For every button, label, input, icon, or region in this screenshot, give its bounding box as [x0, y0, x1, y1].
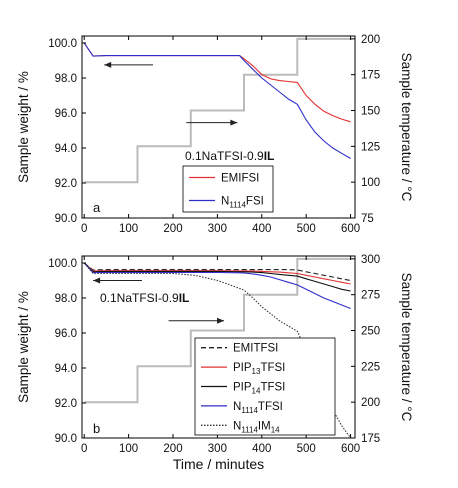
x-tick-label: 600	[341, 443, 360, 455]
legend-entry: N1114IM14	[233, 420, 280, 434]
y-tick-label: 90.0	[55, 433, 77, 445]
x-tick-label: 200	[163, 443, 182, 455]
x-tick-label: 400	[252, 443, 271, 455]
annotation-text: 0.1NaTFSI-0.9	[100, 291, 179, 305]
temperature-line	[84, 257, 351, 404]
y-tick-label: 92.0	[55, 398, 77, 410]
legend-entry: N1114TFSI	[233, 401, 283, 415]
legend-entry: EMIFSI	[221, 173, 259, 185]
legend-name: N	[221, 196, 229, 208]
x-tick-label: 300	[208, 443, 227, 455]
arrow-right-icon	[230, 119, 238, 126]
x-tick-label: 0	[81, 223, 87, 235]
y-tick-label: 96.0	[55, 328, 77, 340]
legend-subscript: 14	[252, 387, 261, 396]
composition-annotation: 0.1NaTFSI-0.9IL	[100, 291, 189, 305]
legend-entry: PIP13TFSI	[233, 362, 285, 376]
legend-name: PIP	[233, 362, 252, 374]
legend-subscript: 1114	[229, 201, 246, 210]
annotation-bold: IL	[179, 291, 190, 305]
plot-frame	[81, 255, 356, 439]
y2-tick-label: 125	[361, 141, 380, 153]
legend-entry: PIP14TFSI	[233, 382, 285, 396]
legend-name: EMITFSI	[233, 343, 278, 355]
legend-subscript: 1114	[241, 425, 258, 434]
legend-name-tail: TFSI	[260, 382, 285, 394]
y-tick-label: 92.0	[55, 178, 77, 190]
legend-subscript: 13	[252, 367, 261, 376]
legend-name-tail: FSI	[246, 196, 264, 208]
y2-tick-label: 100	[361, 177, 380, 189]
y2-axis-label: Sample temperature / °C	[399, 53, 414, 202]
series-line-3	[83, 262, 351, 310]
y-axis-label: Sample weight / %	[16, 291, 31, 403]
y-axis-label: Sample weight / %	[16, 71, 31, 183]
x-tick-label: 500	[297, 443, 316, 455]
legend-name: PIP	[233, 382, 252, 394]
legend-name-tail: TFSI	[258, 401, 283, 413]
series-line-2	[83, 262, 351, 292]
chart-panel-b: 0 100 200 300 400 500 600 90.0 92.0 94.0 96.0 98.0 1…	[16, 254, 414, 472]
annotation-bold: IL	[264, 149, 275, 163]
legend-entry: N1114FSI	[221, 196, 264, 210]
x-tick-label: 400	[252, 223, 271, 235]
y2-tick-label: 250	[361, 326, 380, 338]
panel-label: a	[93, 200, 101, 215]
arrow-left-icon	[93, 277, 101, 284]
y2-tick-label: 200	[361, 397, 380, 409]
series-line-1	[83, 42, 351, 159]
series-line-0	[83, 262, 351, 282]
arrow-right-icon	[217, 317, 225, 324]
y-tick-label: 100.0	[48, 38, 77, 50]
y-tick-label: 98.0	[55, 293, 77, 305]
composition-annotation: 0.1NaTFSI-0.9IL	[185, 149, 274, 163]
y2-tick-label: 175	[361, 70, 380, 82]
y-tick-label: 94.0	[55, 363, 77, 375]
y2-tick-label: 150	[361, 106, 380, 118]
legend-name-tail: TFSI	[260, 362, 285, 374]
series-line-1	[83, 262, 351, 285]
legend-name: N	[233, 401, 241, 413]
legend-entry: EMITFSI	[233, 343, 278, 355]
temperature-line	[84, 37, 351, 184]
arrow-left-icon	[104, 61, 112, 68]
x-tick-label: 200	[163, 223, 182, 235]
y-tick-label: 100.0	[48, 258, 77, 270]
x-tick-label: 300	[208, 223, 227, 235]
x-tick-label: 0	[81, 443, 87, 455]
legend-name-tail: IM	[258, 420, 271, 432]
x-tick-label: 500	[297, 223, 316, 235]
annotation-text: 0.1NaTFSI-0.9	[185, 149, 264, 163]
y2-tick-label: 75	[361, 213, 374, 225]
legend-name: EMIFSI	[221, 173, 259, 185]
x-axis-label: Time / minutes	[173, 456, 264, 472]
y2-tick-label: 275	[361, 290, 380, 302]
legend-name: N	[233, 420, 241, 432]
legend-subscript-2: 14	[271, 425, 280, 434]
legend-box	[182, 165, 274, 213]
y2-tick-label: 200	[361, 34, 380, 46]
y-tick-label: 96.0	[55, 108, 77, 120]
y2-tick-label: 300	[361, 254, 380, 266]
y2-tick-label: 175	[361, 433, 380, 445]
legend-subscript: 1114	[241, 406, 258, 415]
chart-panel-a: 0 100 200 300 400 500 600 90.0 92.0 94.0 96.0 98.0 1…	[16, 34, 414, 235]
x-tick-label: 600	[341, 223, 360, 235]
x-tick-label: 100	[119, 223, 138, 235]
y2-axis-label: Sample temperature / °C	[399, 273, 414, 422]
y2-tick-label: 225	[361, 361, 380, 373]
panel-label: b	[93, 421, 100, 436]
x-tick-label: 100	[119, 443, 138, 455]
plot-frame	[81, 35, 356, 219]
y-tick-label: 94.0	[55, 143, 77, 155]
y-tick-label: 98.0	[55, 73, 77, 85]
y-tick-label: 90.0	[55, 213, 77, 225]
